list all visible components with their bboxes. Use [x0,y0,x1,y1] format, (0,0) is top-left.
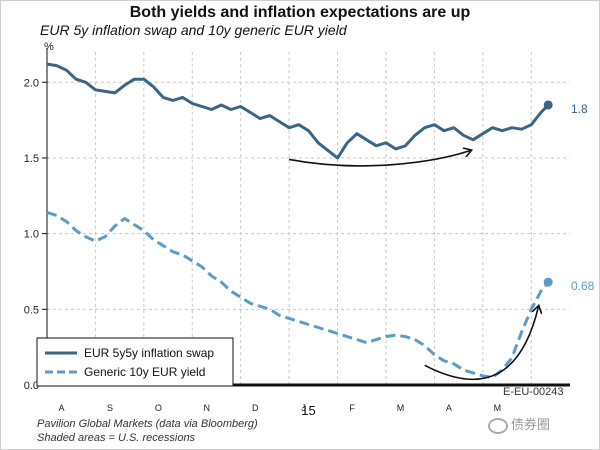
recession-note: Shaded areas = U.S. recessions [37,432,196,444]
x-tick-label: O [155,403,162,413]
chart-code: E-EU-00243 [503,386,564,398]
series-line-inflation-swap [46,62,550,160]
end-label-inflation-swap: 1.8 [571,102,588,116]
chart-subtitle: EUR 5y inflation swap and 10y generic EU… [40,22,347,38]
y-tick-label: 2.0 [24,77,39,89]
source-note: Pavilion Global Markets (data via Bloomb… [37,418,258,430]
y-tick-label: 0.0 [24,380,39,392]
x-tick-label: M [494,403,502,413]
annotation-arrow-swap [288,150,471,167]
end-point-inflation-swap [543,100,553,110]
year-label: 15 [301,403,315,418]
end-point-eur-yield [543,277,553,287]
y-tick-label: 1.0 [24,229,39,241]
legend-box [36,337,234,387]
x-tick-label: A [446,403,452,413]
series-line-eur-yield [46,210,550,379]
legend-label-eur-yield: Generic 10y EUR yield [84,365,205,379]
x-tick-label: N [204,403,211,413]
y-axis-label: % [44,41,54,53]
y-tick-label: 0.5 [24,304,39,316]
watermark: 债券圈 [488,414,550,434]
x-tick-label: S [107,403,113,413]
y-tick-label: 1.5 [24,153,39,165]
x-tick-label: A [59,403,65,413]
x-tick-label: D [252,403,259,413]
legend-label-inflation-swap: EUR 5y5y inflation swap [84,346,214,360]
annotation-arrow-yield [424,306,539,381]
x-tick-label: F [349,403,355,413]
end-label-eur-yield: 0.68 [571,279,595,293]
x-tick-label: J [301,403,306,413]
chart-title: Both yields and inflation expectations a… [129,4,471,21]
watermark-text: 债券圈 [511,417,551,432]
x-tick-label: M [397,403,405,413]
wechat-icon [488,417,508,434]
